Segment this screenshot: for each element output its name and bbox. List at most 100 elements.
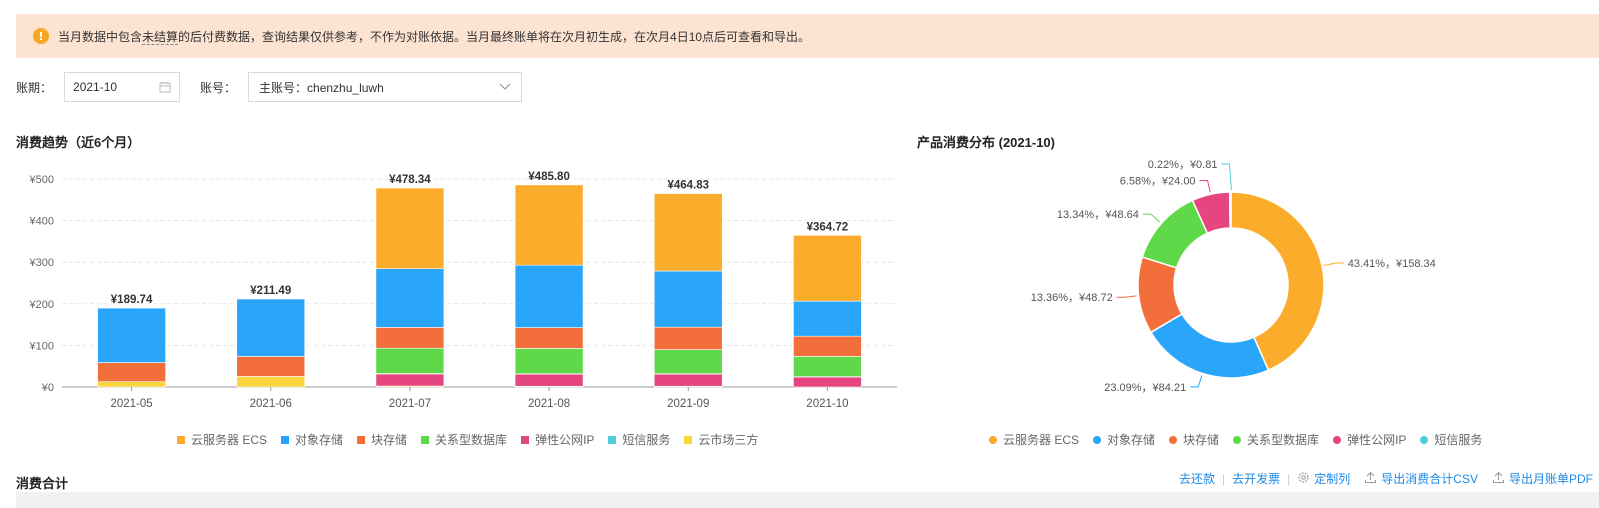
legend-item[interactable]: 云服务器 ECS <box>177 431 267 448</box>
bar-segment[interactable] <box>375 268 445 328</box>
bar-segment[interactable] <box>793 234 862 302</box>
bar-segment[interactable] <box>793 376 862 388</box>
donut-slice-label: 0.22%，¥0.81 <box>1148 159 1218 171</box>
legend-label: 块存储 <box>1183 433 1220 447</box>
bar-total-label: ¥211.49 <box>250 285 291 297</box>
notice-text-after: 的后付费数据，查询结果仅供参考，不作为对账依据。当月最终账单将在次月初生成，在次… <box>178 29 811 44</box>
legend-swatch <box>521 435 530 444</box>
x-tick-label: 2021-06 <box>250 398 292 410</box>
x-tick-label: 2021-09 <box>667 398 709 410</box>
x-tick-label: 2021-10 <box>806 398 848 410</box>
bar-segment[interactable] <box>514 348 584 375</box>
filter-bar: 账期： 2021-10 账号： 主账号：chenzhu_luwh <box>16 72 523 102</box>
bar-segment[interactable] <box>653 326 723 350</box>
legend-item[interactable]: 对象存储 <box>1093 431 1155 448</box>
bar-segment[interactable] <box>236 356 306 377</box>
bar-segment[interactable] <box>375 187 445 270</box>
donut-leader-line <box>1190 375 1203 388</box>
legend-item[interactable]: 短信服务 <box>608 431 670 448</box>
bar-segment[interactable] <box>514 264 584 328</box>
export-pdf-label: 导出月账单PDF <box>1508 472 1593 486</box>
bar-segment[interactable] <box>514 373 584 387</box>
export-csv-button[interactable]: 导出消费合计CSV <box>1364 470 1478 487</box>
legend-swatch <box>608 435 617 444</box>
legend-item[interactable]: 块存储 <box>1169 431 1219 448</box>
export-pdf-button[interactable]: 导出月账单PDF <box>1492 470 1593 487</box>
legend-item[interactable]: 云市场三方 <box>684 431 758 448</box>
bar-segment[interactable] <box>97 381 166 388</box>
summary-table-header <box>16 492 1599 508</box>
account-value: 主账号：chenzhu_luwh <box>259 80 384 95</box>
divider: | <box>1222 471 1226 486</box>
legend-swatch <box>989 435 997 444</box>
donut-slice[interactable] <box>1228 191 1232 229</box>
legend-label: 云服务器 ECS <box>1003 433 1080 447</box>
bar-segment[interactable] <box>653 193 723 272</box>
legend-label: 弹性公网IP <box>1347 433 1407 447</box>
export-csv-label: 导出消费合计CSV <box>1381 472 1478 486</box>
legend-item[interactable]: 关系型数据库 <box>1233 431 1319 448</box>
donut-slice-label: 23.09%，¥84.21 <box>1104 382 1186 394</box>
bar-segment[interactable] <box>793 300 862 337</box>
legend-item[interactable]: 对象存储 <box>281 431 343 448</box>
y-tick-label: ¥100 <box>29 340 54 352</box>
legend-item[interactable]: 弹性公网IP <box>1333 431 1406 448</box>
custom-columns-label: 定制列 <box>1314 472 1351 486</box>
legend-swatch <box>684 435 693 444</box>
bar-segment[interactable] <box>375 373 445 387</box>
chevron-down-icon <box>499 80 511 94</box>
donut-leader-line <box>1199 180 1211 193</box>
bar-segment[interactable] <box>236 376 306 388</box>
legend-item[interactable]: 弹性公网IP <box>521 431 594 448</box>
notice-unsettled-term[interactable]: 未结算 <box>142 29 179 45</box>
account-select[interactable]: 主账号：chenzhu_luwh <box>248 72 523 102</box>
bar-segment[interactable] <box>97 307 166 363</box>
legend-label: 弹性公网IP <box>535 433 595 447</box>
bar-segment[interactable] <box>514 184 584 266</box>
bar-segment[interactable] <box>653 373 723 387</box>
distribution-chart-title: 产品消费分布 (2021-10) <box>917 135 1055 150</box>
donut-leader-line <box>1323 262 1344 266</box>
period-date-picker[interactable]: 2021-10 <box>64 72 181 102</box>
legend-item[interactable]: 关系型数据库 <box>421 431 507 448</box>
bar-segment[interactable] <box>653 349 723 375</box>
legend-swatch <box>1420 435 1429 444</box>
donut-slice[interactable] <box>1149 312 1270 379</box>
trend-chart-title: 消费趋势（近6个月） <box>16 135 141 150</box>
bar-segment[interactable] <box>236 298 306 357</box>
legend-label: 对象存储 <box>1107 433 1156 447</box>
bar-segment[interactable] <box>514 327 584 349</box>
legend-swatch <box>357 435 366 444</box>
legend-label: 云服务器 ECS <box>191 433 268 447</box>
bar-segment[interactable] <box>97 362 166 383</box>
info-icon: ! <box>33 28 49 44</box>
y-tick-label: ¥300 <box>29 257 54 269</box>
donut-slice-label: 13.36%，¥48.72 <box>1031 292 1113 304</box>
legend-item[interactable]: 云服务器 ECS <box>989 431 1079 448</box>
legend-swatch <box>1333 435 1342 444</box>
legend-swatch <box>1093 435 1102 444</box>
invoice-link[interactable]: 去开发票 <box>1232 472 1281 486</box>
legend-label: 云市场三方 <box>698 433 759 447</box>
trend-bar-chart: ¥0 ¥100 ¥200 ¥300 ¥400 ¥500 ¥189.74 2021-05 ¥211… <box>29 171 897 410</box>
bar-segment[interactable] <box>375 347 445 374</box>
legend-swatch <box>281 435 290 444</box>
divider: | <box>1287 471 1291 486</box>
legend-label: 对象存储 <box>295 433 344 447</box>
donut-slice-label: 43.41%，¥158.34 <box>1348 258 1436 270</box>
legend-item[interactable]: 短信服务 <box>1420 431 1482 448</box>
notice-text-before: 当月数据中包含 <box>58 29 143 44</box>
donut-slice[interactable] <box>1230 191 1325 372</box>
legend-item[interactable]: 块存储 <box>357 431 407 448</box>
bar-segment[interactable] <box>793 356 862 377</box>
account-label: 账号： <box>200 80 237 95</box>
custom-columns-button[interactable]: 定制列 <box>1297 470 1350 487</box>
x-tick-label: 2021-05 <box>110 398 152 410</box>
y-tick-label: ¥0 <box>41 382 54 394</box>
refund-link[interactable]: 去还款 <box>1179 472 1216 486</box>
bar-segment[interactable] <box>793 335 862 357</box>
legend-label: 短信服务 <box>1434 433 1483 447</box>
donut-slice-label: 13.34%，¥48.64 <box>1057 209 1139 221</box>
bar-segment[interactable] <box>653 270 723 328</box>
bar-segment[interactable] <box>375 327 445 349</box>
